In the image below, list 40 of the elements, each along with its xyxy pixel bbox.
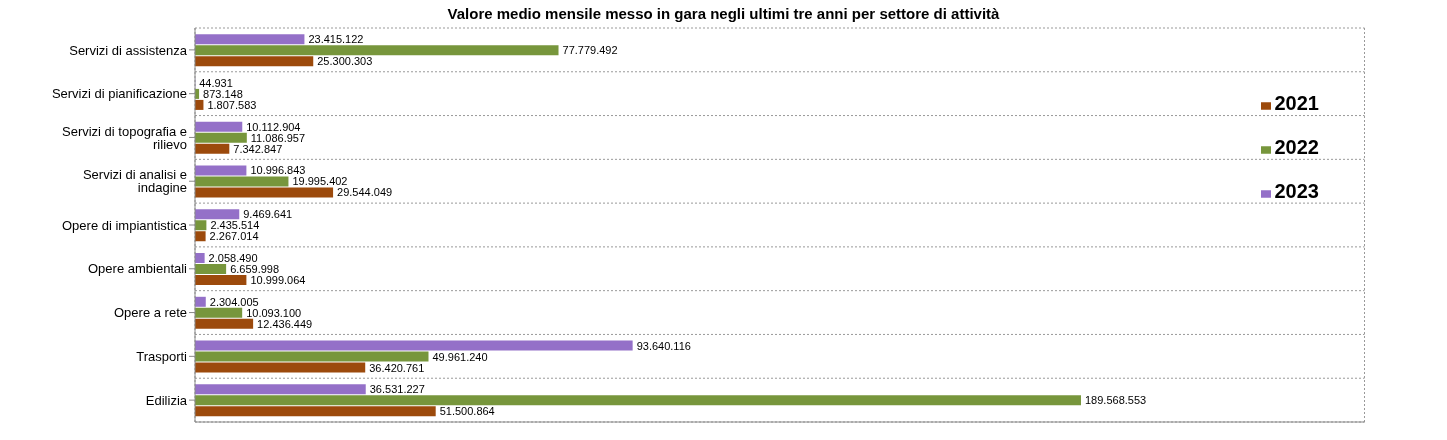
data-label: 93.640.116 xyxy=(636,339,691,352)
data-label: 2.304.005 xyxy=(209,295,259,308)
data-label: 6.659.998 xyxy=(230,263,280,276)
data-label: 873.148 xyxy=(203,87,243,100)
y-tick-label: Servizi di topografia e rilievo xyxy=(61,123,187,152)
data-label: 19.995.402 xyxy=(292,175,348,188)
data-label: 7.342.847 xyxy=(233,142,283,155)
y-tick-label: Opere ambientali xyxy=(88,261,188,277)
y-tick-label: Opere di impiantistica xyxy=(62,217,188,233)
data-label: 29.544.049 xyxy=(337,186,393,199)
y-tick-label: Edilizia xyxy=(145,392,188,408)
data-label: 12.436.449 xyxy=(257,317,313,330)
data-label: 1.807.583 xyxy=(207,98,257,111)
y-tick-label: Servizi di pianificazione xyxy=(51,86,187,102)
y-tick-label: Trasporti xyxy=(136,348,188,364)
data-label: 10.093.100 xyxy=(246,306,302,319)
legend-label: 2022 xyxy=(1274,136,1319,158)
chart-title: Valore medio mensile messo in gara negli ultimi tre anni per settore di attività xyxy=(446,5,1001,24)
data-label: 10.112.904 xyxy=(246,120,301,133)
data-label: 44.931 xyxy=(199,76,233,89)
data-label: 10.999.064 xyxy=(250,274,306,287)
data-label: 36.420.761 xyxy=(369,361,425,374)
data-label: 11.086.957 xyxy=(250,131,306,144)
data-label: 2.435.514 xyxy=(210,219,260,232)
data-label: 49.961.240 xyxy=(432,350,488,363)
data-label: 51.500.864 xyxy=(439,405,495,418)
data-label: 25.300.303 xyxy=(317,55,373,68)
data-label: 23.415.122 xyxy=(308,33,364,46)
data-label: 2.267.014 xyxy=(209,230,259,243)
data-label: 36.531.227 xyxy=(369,383,425,396)
legend-label: 2023 xyxy=(1274,180,1319,202)
y-tick-label: Servizi di analisi e indagine xyxy=(82,167,187,196)
data-label: 10.996.843 xyxy=(250,164,306,177)
data-label: 9.469.641 xyxy=(243,208,293,221)
data-label: 2.058.490 xyxy=(208,252,258,265)
data-label: 77.779.492 xyxy=(562,44,618,57)
legend-label: 2021 xyxy=(1274,92,1319,114)
y-tick-label: Opere a rete xyxy=(114,305,187,321)
y-tick-label: Servizi di assistenza xyxy=(69,42,188,58)
data-label: 189.568.553 xyxy=(1084,394,1147,407)
